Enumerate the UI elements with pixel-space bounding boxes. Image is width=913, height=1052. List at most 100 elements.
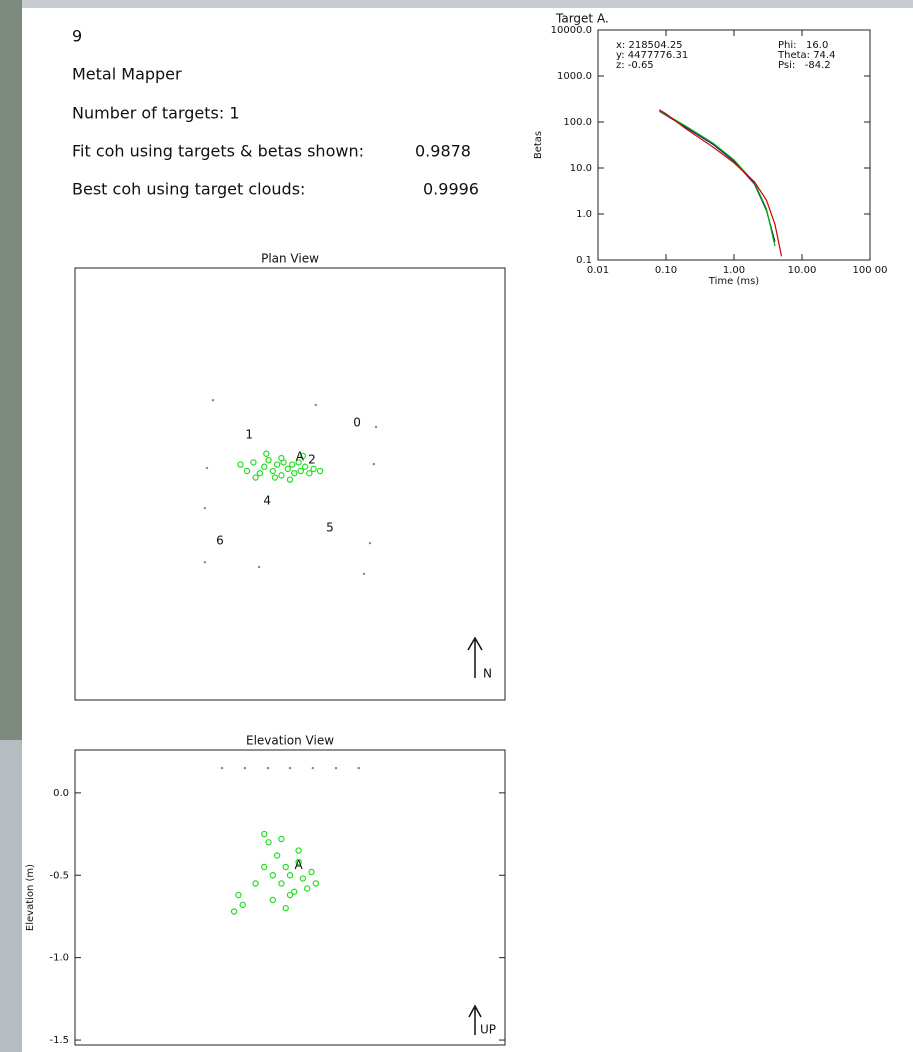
target-point [265, 457, 272, 464]
target-point [261, 830, 268, 838]
north-label: N [483, 667, 492, 681]
x-tick-label: 10.00 [788, 265, 817, 276]
target-point [239, 901, 246, 909]
target-point [295, 847, 302, 854]
target-point [263, 450, 270, 457]
target-point [235, 891, 242, 899]
target-point [269, 872, 276, 879]
y-tick-label: 10.0 [570, 163, 592, 174]
target-point [261, 463, 268, 470]
point-label: 6 [216, 534, 224, 548]
annotation: Phi: 16.0 [778, 40, 828, 51]
target-point [288, 461, 296, 468]
annotation: Psi: -84.2 [778, 60, 831, 71]
y-tick-label: 10000.0 [551, 25, 592, 36]
sensor [211, 398, 215, 402]
target-point [269, 467, 276, 475]
annotation: Theta: 74.4 [777, 50, 835, 61]
info-best-label: Best coh using target clouds: [72, 180, 305, 199]
y-tick-label: 0.0 [53, 788, 69, 799]
y-tick-label: 1.0 [576, 209, 592, 220]
y-axis-label: Elevation (m) [25, 864, 36, 931]
target-point [310, 465, 317, 473]
annotation: y: 4477776.31 [616, 50, 688, 61]
point-label: A [296, 450, 305, 464]
y-tick-label: -0.5 [49, 870, 69, 881]
sensor [374, 425, 378, 429]
y-tick-label: 1000.0 [557, 71, 592, 82]
sensor [372, 462, 376, 466]
point-label: 1 [245, 428, 253, 442]
target-point [265, 839, 272, 846]
target-point [299, 875, 307, 882]
target-point [273, 852, 281, 859]
decay-line [659, 110, 776, 247]
target-point [237, 461, 244, 468]
target-point [282, 905, 289, 912]
target-point [278, 454, 285, 462]
plan-frame [74, 267, 506, 701]
sensor [243, 766, 247, 770]
target-point [284, 465, 292, 473]
point-label: 5 [326, 521, 334, 535]
left-strip-lower [0, 740, 22, 1052]
target-point [312, 880, 319, 887]
sensor [334, 766, 338, 770]
sensor [203, 506, 207, 510]
target-point [308, 868, 315, 876]
y-tick-label: 0.1 [576, 255, 592, 266]
target-point [301, 463, 309, 470]
x-tick-label: 100 00 [853, 265, 888, 276]
target-point [252, 880, 259, 887]
sensor [314, 403, 317, 407]
sensor [220, 766, 224, 770]
point-label: A [294, 858, 303, 872]
annotation: z: -0.65 [616, 60, 654, 71]
sensor [288, 766, 292, 770]
sensor [368, 541, 372, 545]
target-point [278, 835, 285, 843]
target-point [243, 467, 251, 475]
info-fit-value: 0.9878 [415, 142, 471, 161]
target-point [304, 885, 311, 892]
target-point [250, 459, 257, 466]
up-label: UP [480, 1023, 496, 1037]
point-label: 2 [308, 452, 316, 466]
target-point [297, 467, 304, 475]
info-best-value: 0.9996 [423, 180, 479, 199]
sensor [357, 766, 360, 770]
target-point [282, 863, 289, 871]
x-tick-label: 0.10 [655, 265, 677, 276]
elevation-frame [74, 749, 506, 1046]
target-point [316, 467, 324, 475]
target-point [273, 461, 281, 468]
decay-line [659, 110, 776, 242]
y-axis-label: Betas [533, 131, 544, 159]
y-tick-label: 100.0 [563, 117, 592, 128]
target-point [286, 476, 294, 483]
info-id: 9 [72, 27, 82, 46]
target-point [252, 474, 259, 481]
point-label: 4 [263, 493, 271, 507]
chart-title: Target A. [555, 12, 609, 26]
info-fit-label: Fit coh using targets & betas shown: [72, 142, 364, 161]
target-point [295, 858, 302, 866]
target-point [278, 880, 285, 887]
target-point [256, 470, 264, 477]
left-strip [0, 0, 22, 740]
target-point [230, 908, 238, 915]
target-point [278, 472, 285, 479]
info-instrument: Metal Mapper [72, 65, 182, 84]
chart-title: Plan View [261, 252, 319, 266]
info-targets: Number of targets: 1 [72, 104, 240, 123]
y-tick-label: -1.5 [49, 1035, 69, 1046]
target-point [291, 888, 298, 895]
sensor [205, 466, 209, 470]
x-tick-label: 1.00 [723, 265, 745, 276]
sensor [311, 766, 314, 770]
target-point [286, 891, 294, 899]
target-point [299, 452, 307, 460]
sensor [266, 766, 270, 770]
